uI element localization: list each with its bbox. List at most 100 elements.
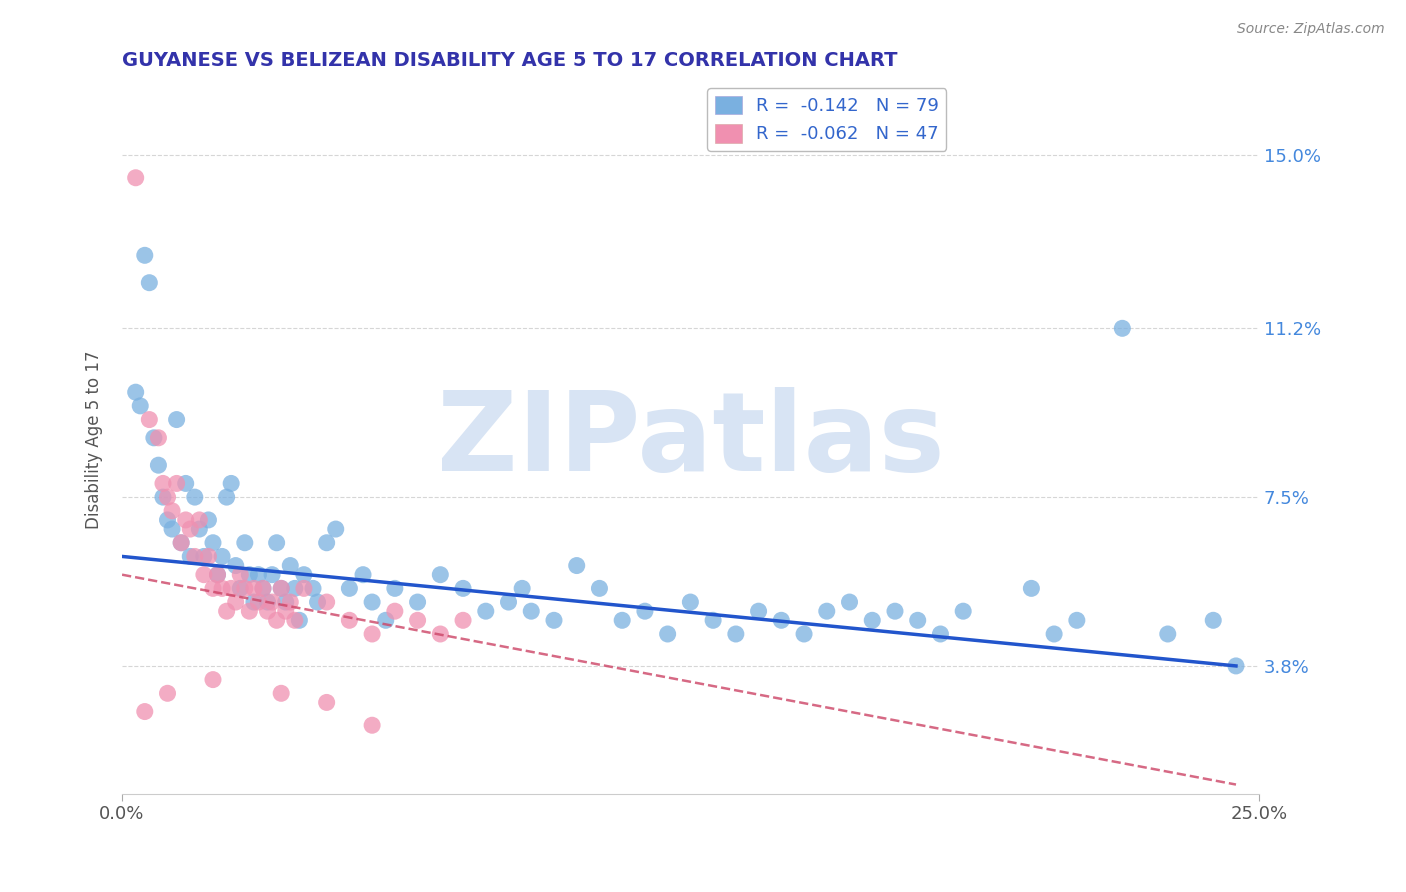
Point (302, 582, 325, 596)
Point (256, 604, 278, 618)
Point (278, 558, 301, 573)
Point (138, 412, 160, 426)
Point (148, 458, 170, 473)
Point (197, 549, 219, 564)
Point (1225, 659, 1247, 673)
Point (252, 582, 274, 596)
Point (315, 595, 337, 609)
Point (193, 567, 215, 582)
Point (160, 522, 183, 536)
Point (278, 595, 301, 609)
Point (129, 399, 152, 413)
Point (215, 604, 238, 618)
Point (315, 695, 337, 709)
Point (1043, 627, 1066, 641)
Point (219, 476, 242, 491)
Point (156, 513, 179, 527)
Point (292, 582, 315, 596)
Point (166, 412, 188, 426)
Point (247, 567, 270, 582)
Point (429, 627, 451, 641)
Point (565, 558, 588, 573)
Point (125, 385, 148, 400)
Point (770, 613, 793, 627)
Point (270, 582, 292, 596)
Point (1111, 321, 1133, 335)
Point (315, 535, 337, 549)
Point (188, 513, 211, 527)
Point (170, 535, 193, 549)
Point (211, 549, 233, 564)
Point (838, 595, 860, 609)
Point (238, 604, 260, 618)
Point (233, 582, 256, 596)
Point (207, 567, 229, 582)
Point (361, 595, 384, 609)
Text: GUYANESE VS BELIZEAN DISABILITY AGE 5 TO 17 CORRELATION CHART: GUYANESE VS BELIZEAN DISABILITY AGE 5 TO… (122, 51, 897, 70)
Point (307, 595, 329, 609)
Point (256, 595, 278, 609)
Point (475, 604, 498, 618)
Point (142, 431, 165, 445)
Point (211, 582, 233, 596)
Point (352, 567, 374, 582)
Point (184, 549, 207, 564)
Point (451, 613, 474, 627)
Point (612, 613, 634, 627)
Point (166, 476, 188, 491)
Point (588, 582, 610, 596)
Point (274, 604, 297, 618)
Point (724, 627, 747, 641)
Text: Source: ZipAtlas.com: Source: ZipAtlas.com (1237, 22, 1385, 37)
Point (219, 582, 242, 596)
Point (510, 582, 533, 596)
Point (384, 582, 406, 596)
Point (384, 604, 406, 618)
Point (174, 513, 197, 527)
Point (284, 582, 307, 596)
Point (201, 673, 224, 687)
Text: ZIPatlas: ZIPatlas (436, 386, 945, 493)
Point (907, 613, 929, 627)
Point (270, 686, 292, 700)
Point (284, 613, 307, 627)
Point (160, 504, 183, 518)
Point (270, 582, 292, 596)
Point (201, 535, 224, 549)
Point (1021, 582, 1043, 596)
Point (156, 490, 179, 504)
Point (179, 549, 201, 564)
Point (138, 276, 160, 290)
Point (225, 595, 247, 609)
Y-axis label: Disability Age 5 to 17: Disability Age 5 to 17 (86, 351, 103, 529)
Point (337, 613, 360, 627)
Point (748, 604, 770, 618)
Point (215, 490, 238, 504)
Point (292, 567, 315, 582)
Point (152, 490, 174, 504)
Point (860, 613, 883, 627)
Point (657, 627, 679, 641)
Point (1157, 627, 1180, 641)
Point (193, 549, 215, 564)
Point (325, 522, 347, 536)
Point (134, 248, 156, 262)
Point (520, 604, 543, 618)
Point (229, 567, 252, 582)
Point (634, 604, 657, 618)
Point (207, 567, 229, 582)
Point (179, 522, 201, 536)
Point (406, 613, 429, 627)
Point (1066, 613, 1088, 627)
Point (262, 595, 284, 609)
Point (266, 613, 288, 627)
Point (543, 613, 565, 627)
Point (406, 595, 429, 609)
Point (233, 535, 256, 549)
Point (274, 595, 297, 609)
Point (197, 513, 219, 527)
Point (243, 582, 266, 596)
Point (451, 582, 474, 596)
Point (429, 567, 451, 582)
Point (156, 686, 179, 700)
